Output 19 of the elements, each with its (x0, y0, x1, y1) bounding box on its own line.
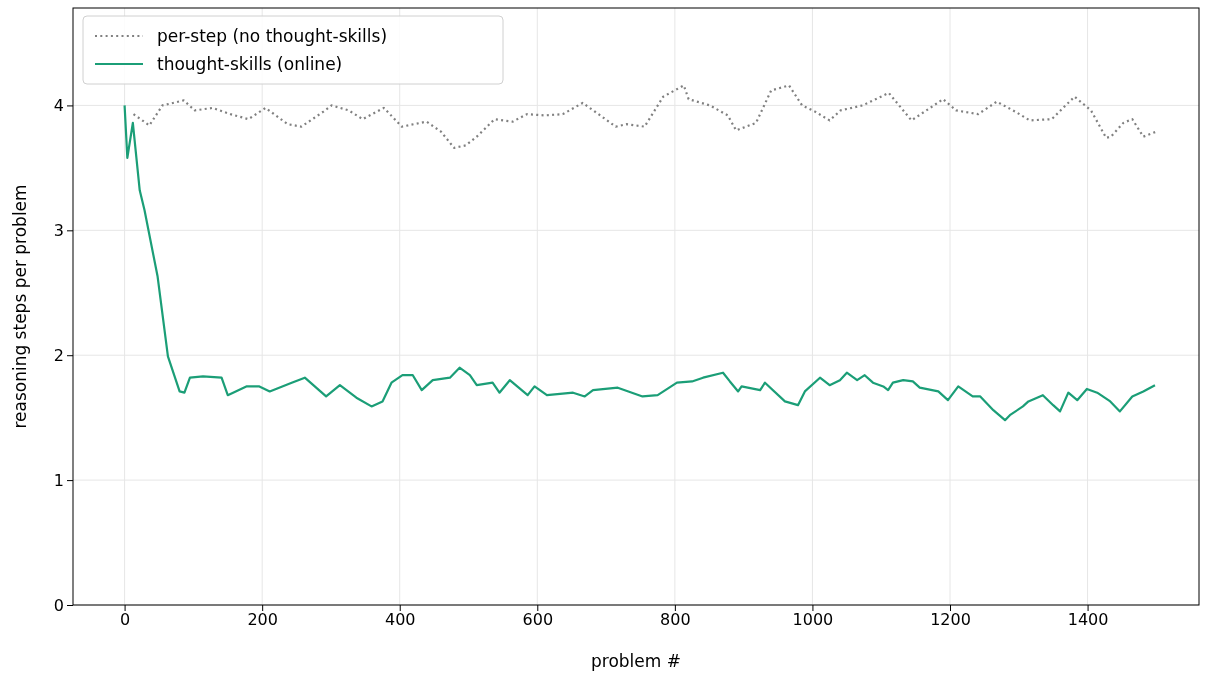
legend-label: per-step (no thought-skills) (157, 26, 388, 46)
x-axis-title: problem # (591, 651, 681, 671)
y-tick-label: 1 (53, 470, 64, 490)
y-axis-title: reasoning steps per problem (10, 184, 30, 429)
line-series (132, 84, 1158, 149)
x-tick-label: 1400 (1067, 610, 1109, 630)
x-tick-label: 200 (247, 610, 278, 630)
x-tick-label: 1200 (930, 610, 971, 630)
y-tick-label: 3 (53, 220, 64, 240)
y-tick-label: 0 (53, 595, 64, 615)
line-series (123, 104, 1157, 422)
x-tick-label: 0 (119, 610, 131, 630)
y-tick-label: 2 (53, 345, 64, 365)
x-tick-label: 600 (522, 610, 554, 630)
x-tick-label: 800 (660, 610, 691, 630)
y-tick-label: 4 (53, 96, 64, 116)
x-tick-label: 400 (384, 610, 416, 630)
legend-label: thought-skills (online) (157, 54, 343, 74)
x-tick-label: 1000 (792, 610, 834, 630)
